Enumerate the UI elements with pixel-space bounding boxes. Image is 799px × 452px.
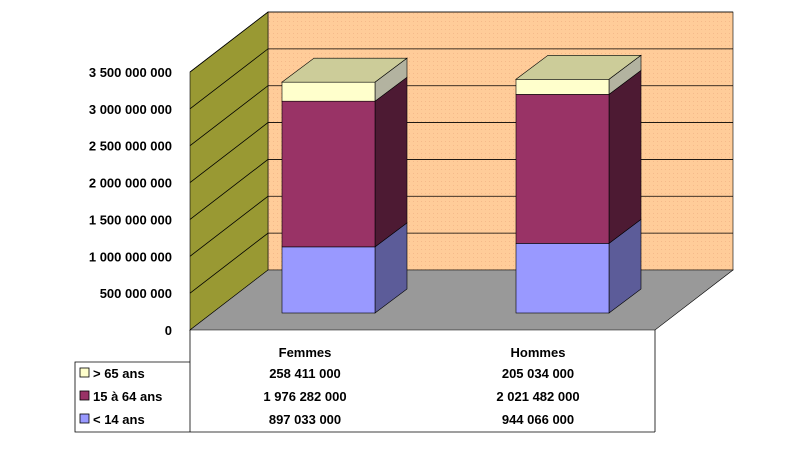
gridline <box>189 11 733 73</box>
floor <box>189 269 734 331</box>
data-label: 897 033 000 <box>269 412 341 427</box>
bar-segment <box>281 81 376 102</box>
y-tick-label: 1 000 000 000 <box>89 249 172 264</box>
bar-top <box>281 57 408 83</box>
data-label: 944 066 000 <box>502 412 574 427</box>
y-tick-label: 0 <box>165 323 172 338</box>
bar-side <box>608 69 642 245</box>
gridline <box>189 48 733 110</box>
bar-segment <box>281 100 376 248</box>
legend-label: 15 à 64 ans <box>93 389 162 404</box>
table-border <box>74 361 655 433</box>
data-label: 2 021 482 000 <box>496 389 579 404</box>
legend-label: < 14 ans <box>93 412 145 427</box>
legend-label: > 65 ans <box>93 366 145 381</box>
y-tick-label: 2 000 000 000 <box>89 176 172 191</box>
bar-segment <box>515 94 610 244</box>
legend-swatch <box>79 390 90 401</box>
y-tick-label: 2 500 000 000 <box>89 139 172 154</box>
data-label: 258 411 000 <box>269 366 341 381</box>
y-tick-label: 500 000 000 <box>100 286 172 301</box>
category-label: Femmes <box>279 345 332 360</box>
legend-swatch <box>79 413 90 424</box>
bar-side <box>374 76 408 248</box>
data-label: 1 976 282 000 <box>263 389 346 404</box>
bar-top <box>515 54 642 80</box>
y-tick-label: 3 000 000 000 <box>89 102 172 117</box>
data-label: 205 034 000 <box>502 366 574 381</box>
legend-swatch <box>79 367 90 378</box>
y-tick-label: 1 500 000 000 <box>89 212 172 227</box>
bar-segment <box>515 78 610 95</box>
category-label: Hommes <box>511 345 566 360</box>
bar-segment <box>515 243 610 314</box>
y-tick-label: 3 500 000 000 <box>89 65 172 80</box>
bar-segment <box>281 246 376 314</box>
